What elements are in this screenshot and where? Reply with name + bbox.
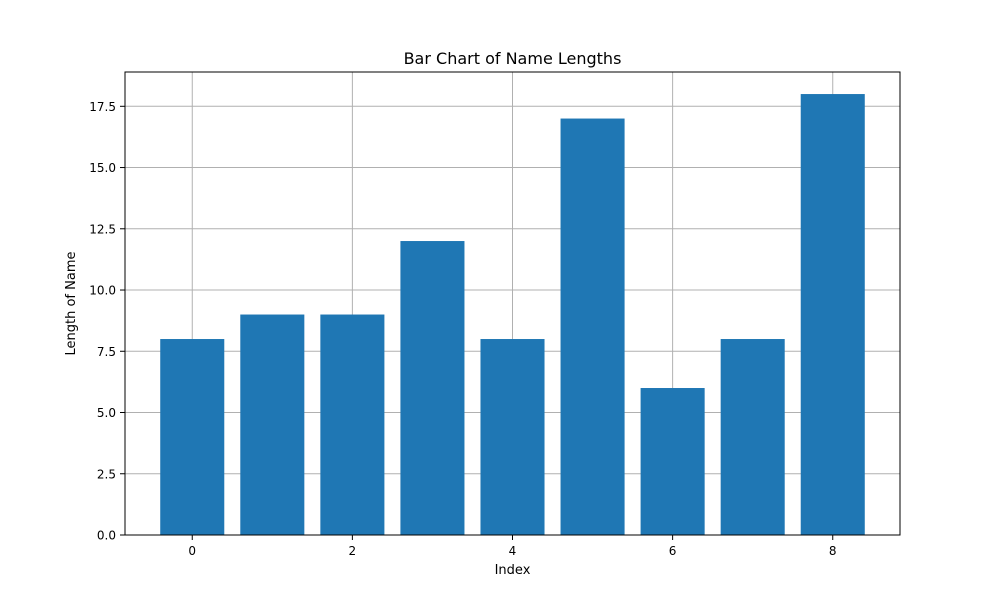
y-tick-label: 10.0 — [89, 284, 116, 298]
bar-6 — [640, 388, 705, 535]
y-tick-label: 17.5 — [89, 100, 116, 114]
y-tick-label: 12.5 — [89, 222, 116, 236]
x-tick-label: 6 — [669, 544, 677, 558]
bar-0 — [160, 339, 225, 535]
y-tick-label: 0.0 — [97, 529, 116, 543]
y-axis-ticks: 0.0 2.5 5.0 7.5 10.0 12.5 15.0 17.5 — [89, 100, 125, 543]
bar-8 — [800, 94, 865, 536]
x-tick-label: 8 — [829, 544, 837, 558]
bar-3 — [400, 241, 465, 536]
bars — [160, 94, 865, 536]
y-tick-label: 7.5 — [97, 345, 116, 359]
bar-1 — [240, 314, 305, 535]
y-tick-label: 15.0 — [89, 161, 116, 175]
x-axis-label: Index — [495, 563, 531, 578]
bar-4 — [480, 339, 545, 535]
x-tick-label: 4 — [509, 544, 517, 558]
x-tick-label: 2 — [349, 544, 357, 558]
chart-title: Bar Chart of Name Lengths — [404, 49, 622, 68]
y-tick-label: 5.0 — [97, 406, 116, 420]
y-tick-label: 2.5 — [97, 467, 116, 481]
bar-2 — [320, 314, 385, 535]
bar-5 — [560, 118, 625, 535]
x-tick-label: 0 — [188, 544, 196, 558]
y-axis-label: Length of Name — [64, 252, 79, 356]
bar-7 — [720, 339, 785, 535]
x-axis-ticks: 0 2 4 6 8 — [188, 535, 837, 558]
